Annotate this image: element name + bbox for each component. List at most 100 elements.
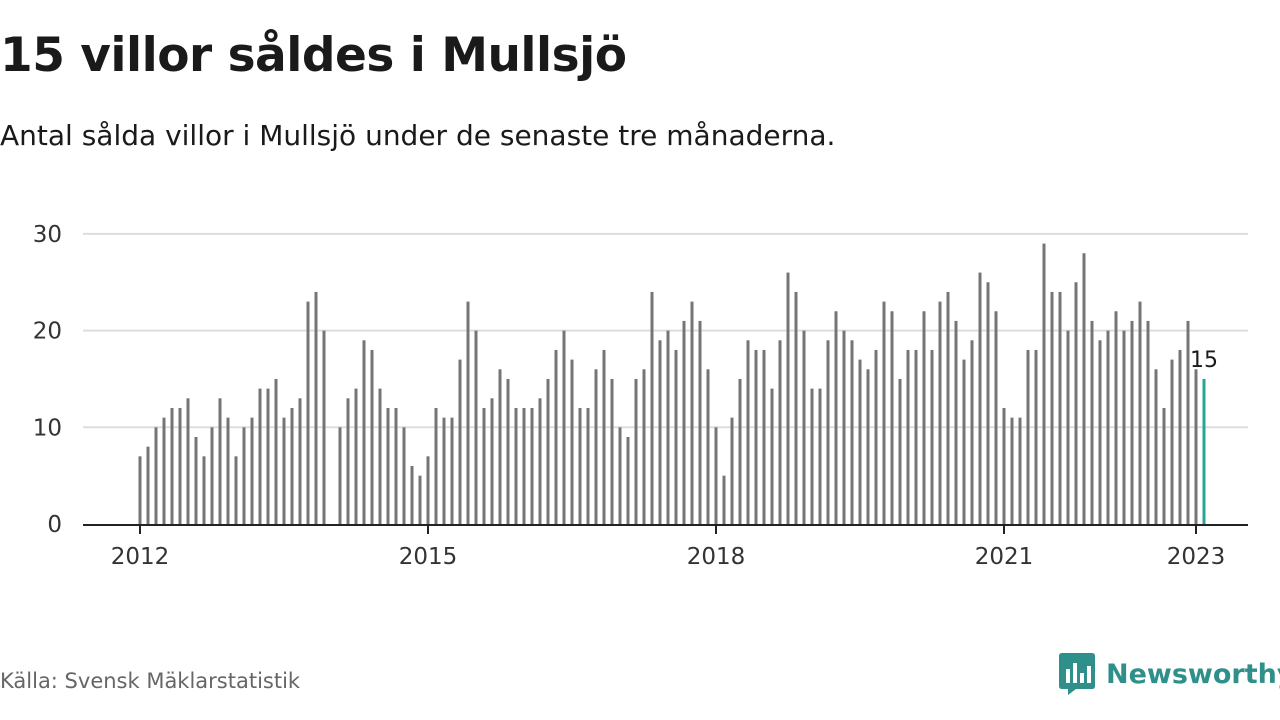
bar xyxy=(322,330,326,524)
bar xyxy=(250,417,254,524)
bar xyxy=(618,427,622,524)
bar xyxy=(1026,349,1030,524)
bar xyxy=(1114,311,1118,524)
bar xyxy=(938,301,942,524)
bar xyxy=(562,330,566,524)
bar xyxy=(866,369,870,524)
bar xyxy=(1002,407,1006,524)
chart-subtitle: Antal sålda villor i Mullsjö under de se… xyxy=(0,119,836,152)
bar xyxy=(730,417,734,524)
bar xyxy=(786,272,790,524)
bar xyxy=(402,427,406,524)
y-axis: 0 10 20 30 xyxy=(33,222,62,538)
bar xyxy=(1042,243,1046,524)
bar xyxy=(1162,407,1166,524)
bar xyxy=(930,349,934,524)
bar xyxy=(442,417,446,524)
bar xyxy=(1194,369,1198,524)
x-axis: 2012 2015 2018 2021 2023 xyxy=(111,525,1225,570)
bar xyxy=(1058,291,1062,524)
y-tick-label: 10 xyxy=(33,415,62,441)
bar xyxy=(666,330,670,524)
newsworthy-logo-icon xyxy=(1059,653,1095,695)
bar-chart: 2012 2015 2018 2021 2023 0 10 20 30 15 xyxy=(33,222,1248,570)
bar xyxy=(202,456,206,524)
bar xyxy=(354,388,358,524)
bar xyxy=(842,330,846,524)
bar xyxy=(714,427,718,524)
bar xyxy=(1170,359,1174,524)
bar xyxy=(1106,330,1110,524)
bar xyxy=(826,340,830,524)
bar xyxy=(650,291,654,524)
highlight-bar xyxy=(1202,378,1206,524)
bar xyxy=(1082,253,1086,525)
x-tick-label: 2018 xyxy=(687,544,746,570)
bar xyxy=(362,340,366,524)
bar xyxy=(1154,369,1158,524)
y-tick-label: 20 xyxy=(33,319,62,345)
bar xyxy=(946,291,950,524)
bar xyxy=(682,320,686,524)
bar xyxy=(706,369,710,524)
bar xyxy=(194,436,198,524)
bar xyxy=(922,311,926,524)
bar xyxy=(778,340,782,524)
bar xyxy=(970,340,974,524)
bar xyxy=(154,427,158,524)
annotations: 15 xyxy=(1190,348,1218,373)
bar xyxy=(986,282,990,524)
bar xyxy=(858,359,862,524)
bar xyxy=(810,388,814,524)
highlight-value-label: 15 xyxy=(1190,348,1218,373)
bar xyxy=(186,398,190,524)
bar xyxy=(906,349,910,524)
bar xyxy=(1090,320,1094,524)
bar xyxy=(178,407,182,524)
y-tick-label: 30 xyxy=(33,222,62,248)
bar xyxy=(674,349,678,524)
bar xyxy=(882,301,886,524)
bar xyxy=(434,407,438,524)
bar xyxy=(314,291,318,524)
bar xyxy=(978,272,982,524)
bar xyxy=(146,446,150,524)
bar xyxy=(818,388,822,524)
bar xyxy=(794,291,798,524)
bar xyxy=(514,407,518,524)
bar xyxy=(658,340,662,524)
bar xyxy=(242,427,246,524)
bar xyxy=(506,378,510,524)
y-tick-label: 0 xyxy=(47,512,62,538)
bar xyxy=(378,388,382,524)
brand: Newsworthy xyxy=(1059,653,1280,695)
bar xyxy=(1018,417,1022,524)
bar xyxy=(634,378,638,524)
bar xyxy=(834,311,838,524)
bar xyxy=(578,407,582,524)
bar xyxy=(386,407,390,524)
bar xyxy=(1138,301,1142,524)
bar xyxy=(626,436,630,524)
bars xyxy=(138,243,1206,525)
bar xyxy=(1034,349,1038,524)
bar xyxy=(850,340,854,524)
bar xyxy=(962,359,966,524)
bar xyxy=(1010,417,1014,524)
x-tick-label: 2012 xyxy=(111,544,170,570)
bar xyxy=(802,330,806,524)
bar xyxy=(746,340,750,524)
bar xyxy=(522,407,526,524)
bar xyxy=(722,475,726,524)
bar xyxy=(370,349,374,524)
bar xyxy=(546,378,550,524)
bar xyxy=(1186,320,1190,524)
bar xyxy=(162,417,166,524)
bar xyxy=(138,456,142,524)
bar xyxy=(554,349,558,524)
bar xyxy=(586,407,590,524)
bar xyxy=(698,320,702,524)
bar xyxy=(890,311,894,524)
x-tick-label: 2015 xyxy=(399,544,458,570)
x-tick-label: 2021 xyxy=(975,544,1034,570)
